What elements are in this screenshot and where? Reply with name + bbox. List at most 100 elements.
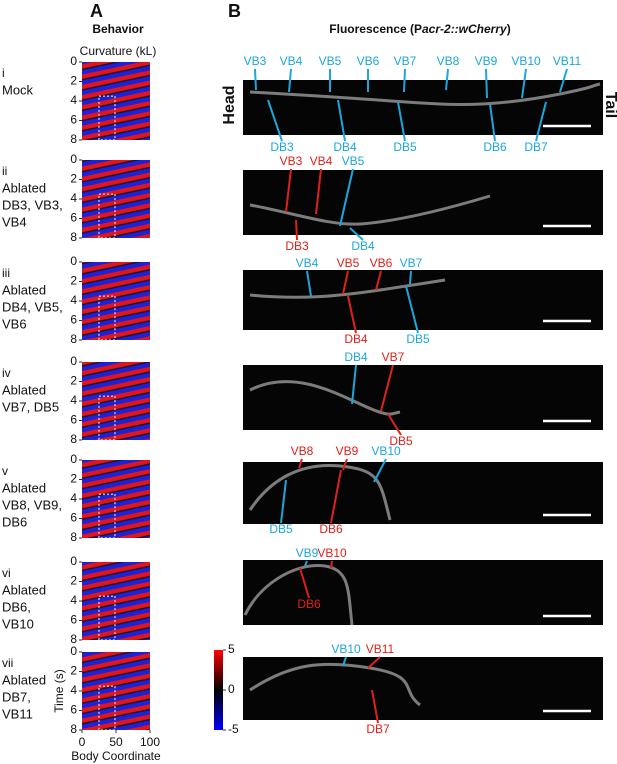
fluorescence-image [243, 560, 603, 625]
row-condition: Ablated [2, 582, 46, 597]
stimulus-window [98, 685, 116, 731]
neuron-label: DB4 [344, 350, 368, 364]
curvature-heatmap [82, 652, 150, 730]
neuron-label: DB3 [285, 239, 309, 253]
panel-label: B [228, 1, 241, 21]
stimulus-window [98, 95, 116, 141]
neuron-pointer [304, 560, 308, 567]
neuron-pointer [315, 168, 322, 215]
neuron-pointer [371, 689, 379, 724]
tail-label: Tail [602, 92, 617, 118]
neuron-pointer [535, 101, 547, 142]
curvature-heatmap [82, 262, 150, 340]
neuron-pointer [485, 68, 488, 99]
y-tick-label: 2 [70, 574, 77, 588]
neuron-label: VB9 [336, 444, 359, 458]
title-part: Fluorescence (P [329, 22, 422, 36]
row-numeral: vii [2, 656, 13, 670]
neuron-pointer [339, 168, 354, 227]
y-tick-label: 6 [70, 613, 77, 627]
neuron-label: VB9 [296, 546, 319, 560]
worm [249, 82, 601, 107]
row-condition: VB6 [2, 316, 27, 331]
title-part: ) [507, 22, 511, 36]
neuron-label: VB11 [366, 642, 395, 656]
neuron-label: VB4 [280, 54, 303, 68]
neuron-label: VB7 [394, 54, 417, 68]
y-tick-label: 2 [70, 172, 77, 186]
y-tick-label: 6 [70, 511, 77, 525]
neuron-label: VB4 [310, 154, 333, 168]
colorbar-tick-label: 0 [228, 682, 235, 696]
y-tick-label: 4 [70, 593, 77, 607]
stimulus-window [98, 395, 116, 441]
neuron-pointer [445, 68, 449, 91]
fluorescence-image [243, 170, 603, 235]
x-tick-label: 50 [109, 735, 123, 749]
curvature-heatmap [82, 362, 150, 440]
stimulus-window [98, 595, 116, 641]
title-part: acr-2::wCherry [422, 22, 508, 36]
y-tick-label: 8 [70, 632, 77, 646]
curvature-heatmap [82, 160, 150, 238]
y-tick-label: 0 [70, 554, 77, 568]
stimulus-window [98, 493, 116, 539]
row-condition: Ablated [2, 480, 46, 495]
x-axis-label: Body Coordinate [71, 749, 161, 763]
neuron-pointer [397, 101, 406, 142]
neuron-label: DB7 [524, 140, 548, 154]
colorbar-title: Curvature (kL) [80, 44, 157, 58]
panel-title: Fluorescence (Pacr-2::wCherry) [329, 22, 510, 36]
neuron-pointer [280, 479, 287, 524]
neuron-pointer [347, 295, 357, 334]
neuron-pointer [409, 270, 412, 285]
neuron-label: VB3 [244, 54, 267, 68]
row-condition: DB6 [2, 514, 27, 529]
y-tick-label: 6 [70, 703, 77, 717]
row-numeral: ii [2, 164, 7, 178]
neuron-label: VB9 [475, 54, 498, 68]
neuron-pointer [306, 270, 312, 297]
neuron-label: VB7 [400, 256, 423, 270]
curvature-heatmap [82, 460, 150, 538]
neuron-pointer [375, 270, 382, 291]
neuron-label: VB5 [319, 54, 342, 68]
row-numeral: iii [2, 266, 10, 280]
neuron-label: DB6 [319, 522, 343, 536]
stimulus-window [98, 295, 116, 341]
y-tick-label: 2 [70, 374, 77, 388]
y-tick-label: 2 [70, 74, 77, 88]
fluorescence-image [243, 365, 603, 430]
row-condition: DB3, VB3, [2, 197, 63, 212]
panel-title: Behavior [92, 22, 144, 36]
row-condition: DB4, VB5, [2, 299, 63, 314]
worm [249, 662, 421, 707]
row-numeral: vi [2, 566, 11, 580]
y-tick-label: 8 [70, 230, 77, 244]
neuron-pointer [342, 270, 349, 295]
neuron-label: VB10 [371, 444, 401, 458]
row-condition: VB8, VB9, [2, 497, 62, 512]
neuron-label: VB4 [296, 256, 319, 270]
colorbar-tick-label: -5 [228, 722, 239, 736]
y-tick-label: 6 [70, 313, 77, 327]
neuron-pointer [342, 458, 348, 471]
row-condition: VB4 [2, 214, 27, 229]
neuron-label: VB3 [280, 154, 303, 168]
neuron-label: VB5 [337, 256, 360, 270]
y-tick-label: 6 [70, 113, 77, 127]
neuron-label: DB4 [333, 140, 357, 154]
neuron-label: DB5 [406, 332, 430, 346]
fluorescence-image [243, 462, 603, 524]
neuron-label: DB7 [366, 722, 390, 736]
row-condition: Ablated [2, 672, 46, 687]
row-condition: Mock [2, 82, 34, 97]
neuron-label: VB11 [553, 54, 582, 68]
x-tick-label: 0 [79, 735, 86, 749]
neuron-pointer [330, 469, 342, 524]
y-tick-label: 6 [70, 413, 77, 427]
row-condition: VB11 [2, 706, 33, 721]
worm [243, 563, 354, 626]
head-label: Head [221, 85, 238, 124]
